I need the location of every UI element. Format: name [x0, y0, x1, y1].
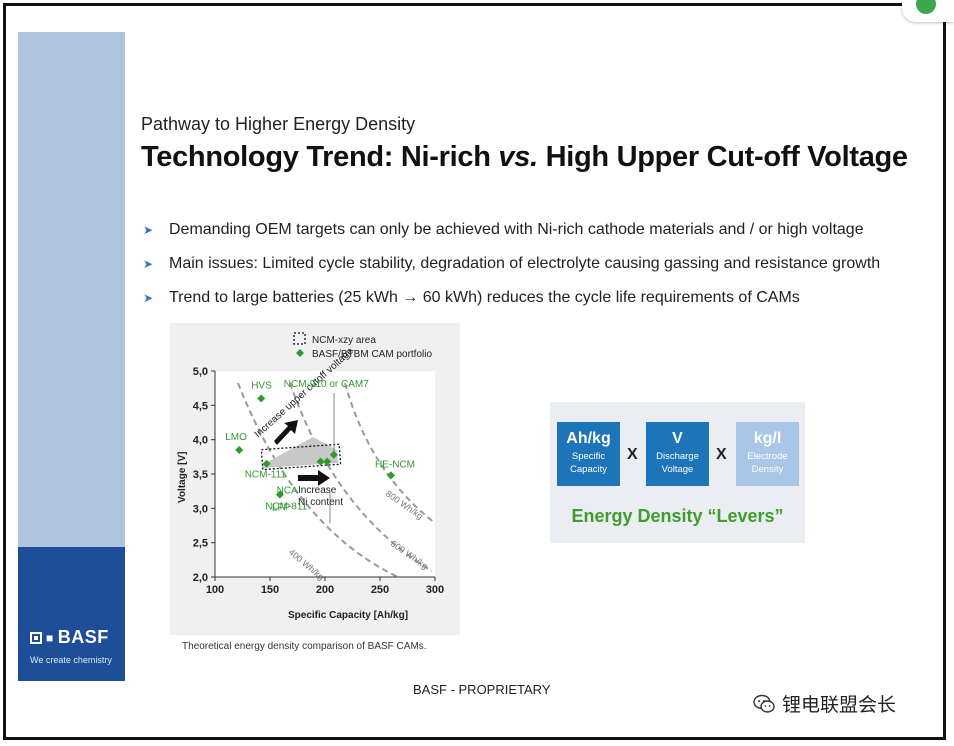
lever-specific-capacity: Ah/kg Specific Capacity: [557, 422, 620, 486]
annotation-increase: Increase: [298, 485, 337, 496]
lever-small: Capacity: [570, 464, 607, 475]
basf-logo-block: ■ BASF We create chemistry: [18, 547, 125, 681]
data-point-marker: [323, 457, 332, 466]
data-point-label: NCM-811: [265, 502, 307, 513]
data-point-marker: [257, 394, 266, 403]
x-tick-label: 200: [316, 584, 334, 596]
status-dot-icon: [916, 0, 936, 14]
x-tick-label: 100: [206, 584, 224, 596]
x-tick-label: 250: [371, 584, 389, 596]
energy-line-800: [344, 382, 436, 524]
y-axis-label: Voltage [V]: [177, 452, 188, 503]
x-tick-label: 150: [261, 584, 279, 596]
y-tick-label: 3,5: [193, 469, 208, 481]
annotation-ni: Ni content: [298, 497, 343, 508]
data-point-label: LFP: [272, 503, 291, 514]
slide-sidebar: [18, 32, 125, 547]
arrow-bullet-icon: ➤: [143, 223, 154, 237]
chart-caption: Theoretical energy density comparison of…: [182, 641, 427, 652]
wechat-watermark: 锂电联盟会长: [752, 690, 896, 717]
bullet-item: ➤ Demanding OEM targets can only be achi…: [143, 213, 923, 247]
data-point-label: HVS: [251, 380, 272, 391]
x-tick-label: 300: [426, 584, 444, 596]
bullet-text: Demanding OEM targets can only be achiev…: [169, 221, 864, 238]
legend-label: NCM-xzy area: [312, 335, 376, 346]
energy-density-levers: Ah/kg Specific Capacity X V Discharge Vo…: [550, 402, 805, 543]
increase-ni-arrow-icon: [298, 470, 330, 486]
data-point-marker: [275, 490, 284, 499]
energy-density-chart: NCM-xzy area BASF/BTBM CAM portfolio 400…: [177, 332, 444, 621]
slide-frame: [3, 3, 946, 740]
data-point-marker: [316, 457, 325, 466]
data-point-label: NCM-910 or CAM7: [284, 379, 369, 390]
footer-proprietary: BASF - PROPRIETARY: [413, 682, 551, 697]
plot-area: 400 Wh/kg 600 Wh/kg 800 Wh/kg Increase u…: [215, 346, 436, 582]
wechat-icon: [753, 694, 775, 713]
y-tick-label: 4,5: [193, 400, 208, 412]
title-part-c: High Upper Cut-off Voltage: [537, 141, 908, 173]
plot-background: [215, 371, 435, 577]
lever-big: V: [672, 430, 683, 447]
title-part-a: Technology Trend: Ni-rich: [141, 141, 499, 173]
data-points: HVS LMO NCM-111 LFP HE-NCM NCM-910 or CAM7 NCA…: [225, 379, 415, 514]
multiply-operator: X: [627, 446, 638, 463]
slide-subtitle: Pathway to Higher Energy Density: [141, 114, 416, 134]
bullet-list: ➤ Demanding OEM targets can only be achi…: [143, 213, 923, 315]
logo-name: BASF: [57, 627, 109, 647]
bullet-text: Main issues: Limited cycle stability, de…: [169, 255, 881, 272]
lever-big: Ah/kg: [566, 430, 611, 447]
chart-axes: 100 150 200 250 300 2,0 2,5 3,0 3,5 4,0 4,5 5,0: [193, 366, 444, 596]
legend-diamond-icon: [296, 349, 304, 357]
lever-discharge-voltage: V Discharge Voltage: [646, 422, 709, 486]
corner-widget[interactable]: [902, 0, 954, 22]
multiply-operator: X: [716, 446, 727, 463]
y-tick-label: 2,5: [193, 538, 208, 550]
data-point-marker: [235, 445, 244, 454]
data-point-label: HE-NCM: [375, 459, 415, 470]
arrow-bullet-icon: ➤: [143, 257, 154, 271]
arrow-bullet-icon: ➤: [143, 291, 154, 305]
lever-small: Specific: [571, 451, 606, 462]
energy-density-chart-panel: NCM-xzy area BASF/BTBM CAM portfolio 400…: [170, 323, 460, 635]
basf-logo: ■ BASF: [30, 627, 109, 648]
y-tick-label: 5,0: [193, 366, 208, 378]
slide-title: Technology Trend: Ni-rich vs. High Upper…: [141, 141, 908, 174]
increase-voltage-arrow-icon: [274, 420, 298, 445]
energy-line-600: [289, 382, 433, 572]
lever-electrode-density: kg/l Electrode Density: [736, 422, 799, 486]
y-tick-label: 2,0: [193, 572, 208, 584]
levers-label: Energy Density “Levers”: [571, 506, 784, 526]
logo-tagline: We create chemistry: [30, 655, 112, 665]
bullet-item: ➤ Trend to large batteries (25 kWh → 60 …: [143, 281, 923, 315]
lever-small: Electrode: [747, 451, 788, 462]
legend-dotted-box-icon: [293, 332, 306, 345]
bullet-item: ➤ Main issues: Limited cycle stability, …: [143, 247, 923, 281]
data-point-marker: [387, 471, 395, 480]
data-point-marker: [329, 450, 338, 459]
lever-small: Voltage: [661, 464, 694, 475]
data-point-label: LMO: [225, 432, 247, 443]
bullet-text: Trend to large batteries (25 kWh → 60 kW…: [169, 289, 800, 306]
ncm-area-box: [260, 443, 342, 471]
legend-label: BASF/BTBM CAM portfolio: [312, 349, 432, 360]
watermark-text: 锂电联盟会长: [782, 694, 897, 716]
y-tick-label: 3,0: [193, 503, 208, 515]
data-point-marker: [262, 459, 271, 468]
title-part-vs: vs.: [498, 141, 538, 173]
data-point-label: NCA: [277, 486, 298, 497]
basf-square-icon: [30, 631, 42, 644]
data-point-label: NCM-111: [245, 470, 287, 481]
y-tick-label: 4,0: [193, 435, 208, 447]
lever-small: Discharge: [656, 451, 699, 462]
x-axis-label: Specific Capacity [Ah/kg]: [288, 610, 408, 621]
lever-small: Density: [751, 464, 784, 475]
lever-big: kg/l: [753, 430, 782, 447]
